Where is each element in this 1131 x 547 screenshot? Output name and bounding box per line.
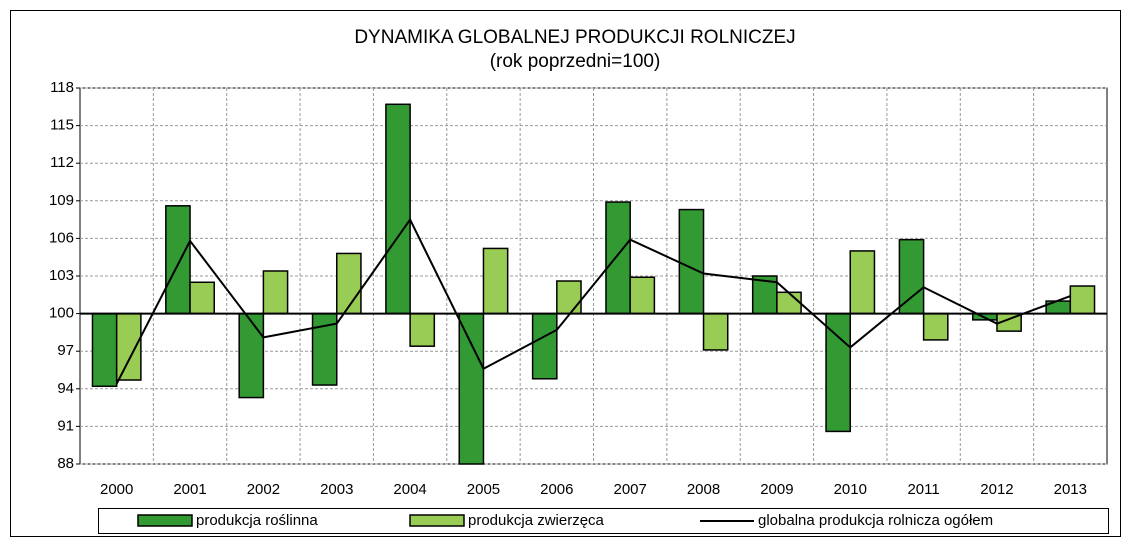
y-tick-label: 112 <box>50 154 74 171</box>
bar <box>702 312 729 351</box>
x-tick-label: 2011 <box>907 481 939 498</box>
bar <box>1069 285 1096 315</box>
x-tick-label: 2013 <box>1054 481 1087 498</box>
bar <box>531 312 558 380</box>
y-tick-label: 118 <box>50 79 74 96</box>
legend-label: produkcja zwierzęca <box>468 512 605 529</box>
y-tick-label: 97 <box>57 342 74 359</box>
bar <box>898 238 925 315</box>
x-tick-label: 2009 <box>760 481 793 498</box>
bar <box>458 312 485 465</box>
bar <box>825 312 851 433</box>
bar <box>115 312 142 381</box>
legend-swatch <box>137 514 193 527</box>
line-series <box>115 217 1071 385</box>
chart-subtitle: (rok poprzedni=100) <box>490 51 661 72</box>
bar <box>91 312 118 388</box>
x-tick-label: 2010 <box>834 481 867 498</box>
y-tick-label: 115 <box>50 117 74 134</box>
x-tick-label: 2007 <box>613 481 646 498</box>
y-tick-label: 100 <box>49 305 74 322</box>
bar <box>409 312 436 347</box>
legend-label: produkcja roślinna <box>196 512 318 529</box>
y-tick-label: 94 <box>57 380 74 397</box>
bar <box>922 312 949 341</box>
y-tick-label: 88 <box>57 455 74 472</box>
bar <box>262 270 289 315</box>
y-tick-label: 109 <box>49 192 74 209</box>
bar <box>629 276 656 315</box>
legend-swatch <box>409 514 465 527</box>
x-tick-label: 2003 <box>320 481 353 498</box>
x-tick-label: 2012 <box>980 481 1013 498</box>
x-tick-label: 2006 <box>540 481 573 498</box>
bar <box>556 280 582 315</box>
legend-box <box>98 508 1109 534</box>
x-tick-label: 2000 <box>100 481 133 498</box>
bar <box>165 205 191 315</box>
bar <box>385 103 411 315</box>
y-tick-label: 103 <box>49 267 74 284</box>
bar <box>336 252 362 315</box>
bar <box>189 281 215 315</box>
bar <box>482 247 509 315</box>
y-tick-label: 106 <box>49 229 74 246</box>
bar <box>605 201 631 315</box>
bar <box>678 208 705 315</box>
y-tick-label: 91 <box>57 417 74 434</box>
legend-label: globalna produkcja rolnicza ogółem <box>758 512 993 529</box>
bar <box>776 291 802 315</box>
bar <box>238 312 265 399</box>
x-tick-label: 2001 <box>173 481 206 498</box>
x-tick-label: 2008 <box>687 481 720 498</box>
x-tick-label: 2005 <box>467 481 500 498</box>
bar <box>849 250 876 315</box>
chart-title: DYNAMIKA GLOBALNEJ PRODUKCJI ROLNICZEJ <box>354 27 795 48</box>
x-tick-label: 2002 <box>247 481 280 498</box>
x-tick-label: 2004 <box>393 481 426 498</box>
